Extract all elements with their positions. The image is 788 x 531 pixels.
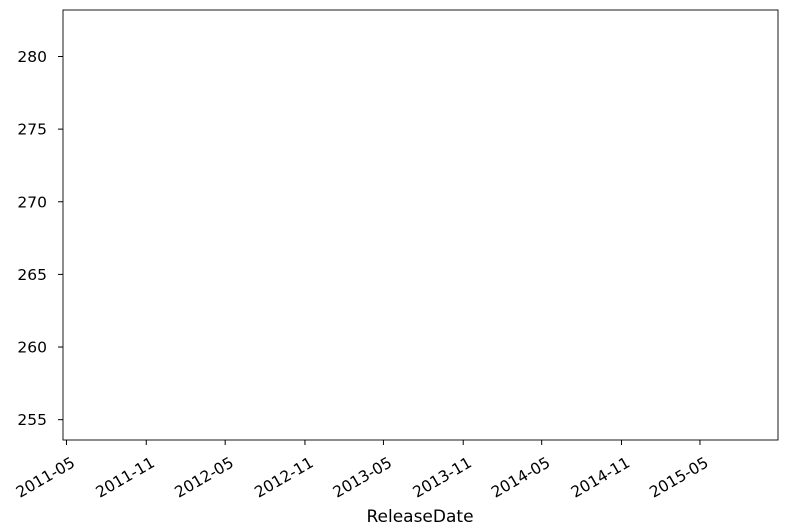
x-axis: 2011-05 2011-11 2012-05 2012-11 2013-05 2013-… (13, 440, 712, 502)
x-tick-label: 2011-11 (93, 454, 158, 502)
y-tick-label: 280 (17, 48, 47, 66)
x-tick-label: 2014-11 (568, 454, 633, 502)
x-axis-title: ReleaseDate (366, 507, 473, 527)
y-tick-label: 270 (17, 193, 47, 211)
plot-area (62, 9, 779, 441)
y-tick-label: 260 (17, 339, 47, 357)
y-tick-label: 265 (17, 266, 47, 284)
x-tick-label: 2012-11 (251, 454, 316, 502)
x-tick-label: 2011-05 (13, 454, 78, 502)
x-tick-label: 2012-05 (172, 454, 237, 502)
x-tick-label: 2014-05 (488, 454, 553, 502)
y-tick-label: 255 (17, 411, 47, 429)
x-tick-label: 2013-05 (330, 454, 395, 502)
x-tick-label: 2013-11 (410, 454, 475, 502)
x-tick-label: 2015-05 (646, 454, 711, 502)
y-tick-label: 275 (17, 121, 47, 139)
y-axis: 255 260 265 270 275 280 (17, 48, 63, 429)
